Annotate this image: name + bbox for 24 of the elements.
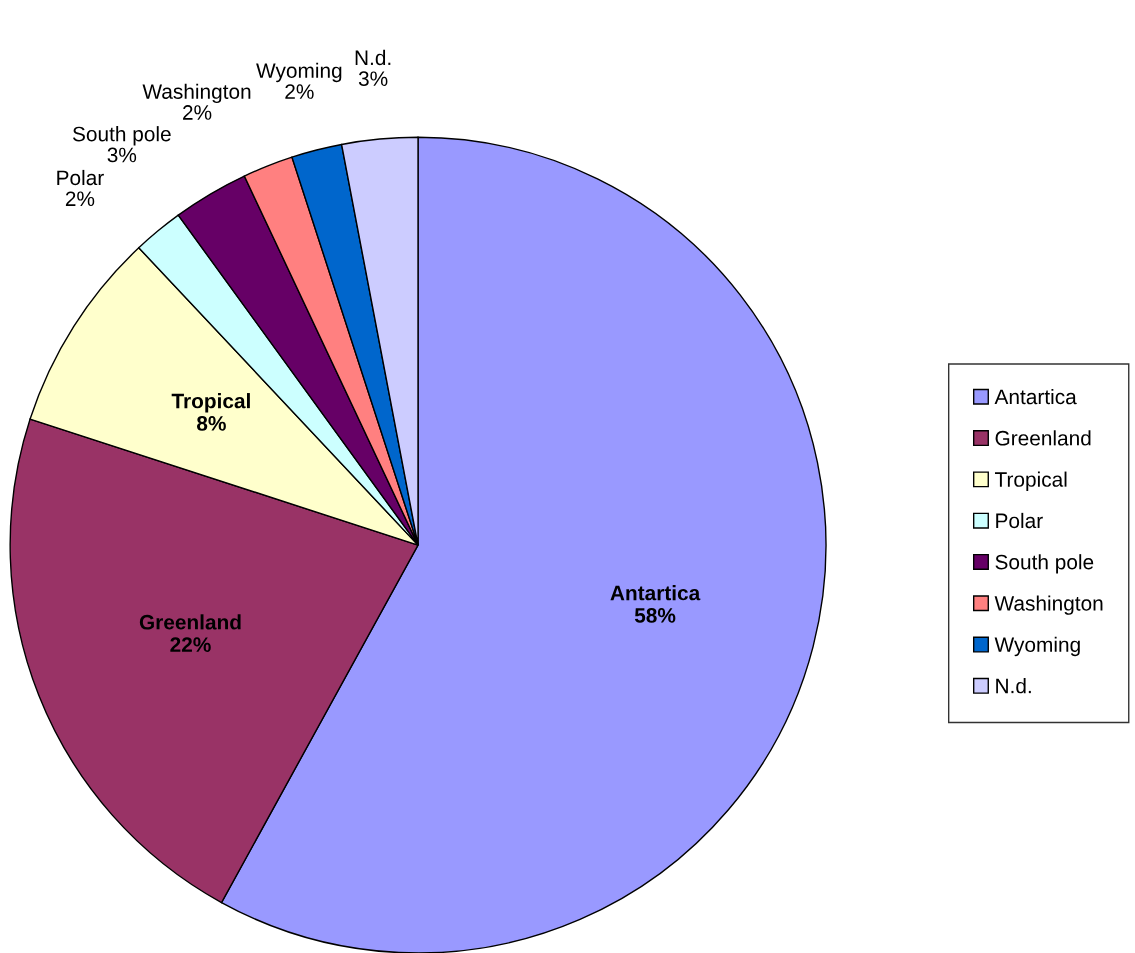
legend-label: Tropical (994, 471, 1067, 491)
data-label: 8% (196, 416, 226, 431)
legend-label: Wyoming (994, 636, 1080, 657)
data-label: 2% (183, 105, 212, 120)
legend-label: N.d. (996, 678, 1031, 694)
slice-label: N.d. (355, 49, 391, 66)
data-label: 58% (634, 608, 676, 623)
data-label: 2% (65, 191, 95, 207)
data-label: 3% (107, 147, 137, 163)
legend-label: South pole (995, 554, 1094, 574)
slice-label: South pole (72, 126, 171, 146)
legend-label: Polar (996, 512, 1043, 529)
slice-label: Tropical (171, 393, 250, 413)
legend-label: Antartica (994, 388, 1077, 405)
slice-label: Wyoming (256, 62, 342, 83)
legend-label: Greenland (995, 430, 1091, 446)
data-label: 22% (170, 637, 211, 652)
slice-label: Polar (57, 169, 104, 186)
slice-label: Washington (142, 83, 251, 104)
legend-label: Washington (994, 595, 1103, 615)
slice-label: Antartica (610, 585, 701, 601)
data-label: 2% (285, 84, 314, 99)
slice-label: Greenland (139, 614, 241, 630)
data-label: 3% (358, 71, 388, 87)
